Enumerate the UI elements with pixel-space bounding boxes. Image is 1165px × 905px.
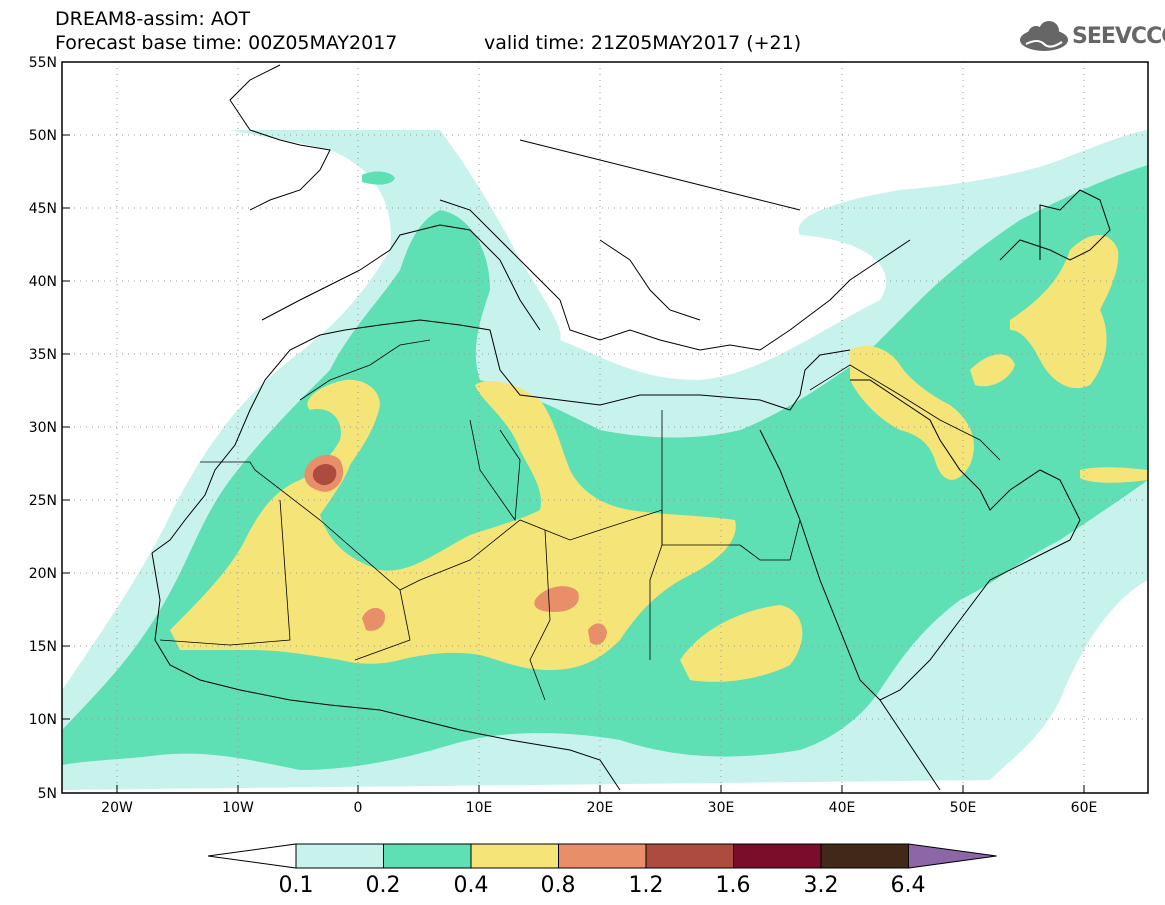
lon-label: 0 bbox=[354, 800, 363, 816]
logo-text: SEEVCCC bbox=[1072, 24, 1165, 49]
aot-band-0.4 bbox=[170, 235, 1148, 682]
lat-label: 50N bbox=[29, 128, 57, 144]
colorbar-label: 0.4 bbox=[454, 873, 489, 898]
colorbar-labels: 0.1 0.2 0.4 0.8 1.2 1.6 3.2 6.4 bbox=[279, 873, 926, 898]
lat-label: 35N bbox=[29, 347, 57, 363]
colorbar-swatch bbox=[558, 843, 647, 869]
colorbar-swatch bbox=[645, 843, 734, 869]
colorbar-label: 1.2 bbox=[629, 873, 664, 898]
colorbar-swatches bbox=[295, 843, 997, 869]
lon-label: 50E bbox=[950, 800, 977, 816]
lon-label: 10E bbox=[466, 800, 493, 816]
colorbar-swatch bbox=[820, 843, 909, 869]
aot-band-1.2 bbox=[312, 464, 337, 486]
country-borders bbox=[159, 339, 1001, 701]
aot-contours bbox=[62, 130, 1148, 790]
lat-label: 20N bbox=[29, 566, 57, 582]
seevccc-logo: SEEVCCC bbox=[1016, 20, 1165, 60]
lat-label: 40N bbox=[29, 274, 57, 290]
lon-label: 60E bbox=[1071, 800, 1098, 816]
colorbar-swatch bbox=[295, 843, 384, 869]
lon-label: 30E bbox=[708, 800, 735, 816]
lon-label: 40E bbox=[829, 800, 856, 816]
colorbar-swatch bbox=[383, 843, 472, 869]
colorbar-label: 0.2 bbox=[366, 873, 401, 898]
lat-label: 30N bbox=[29, 420, 57, 436]
colorbar-label: 0.8 bbox=[541, 873, 576, 898]
colorbar-label: 6.4 bbox=[891, 873, 926, 898]
colorbar-swatch bbox=[470, 843, 559, 869]
latitude-labels: 55N 50N 45N 40N 35N 30N 25N 20N 15N 10N … bbox=[29, 55, 57, 802]
colorbar-label: 1.6 bbox=[716, 873, 751, 898]
colorbar-swatch bbox=[733, 843, 822, 869]
lat-label: 5N bbox=[38, 786, 57, 802]
longitude-labels: 20W 10W 0 10E 20E 30E 40E 50E 60E bbox=[101, 800, 1097, 816]
lat-label: 55N bbox=[29, 55, 57, 71]
lat-label: 25N bbox=[29, 493, 57, 509]
valid-time: valid time: 21Z05MAY2017 (+21) bbox=[484, 32, 802, 54]
cloud-logo-icon bbox=[1020, 21, 1068, 51]
colorbar-over-arrow bbox=[908, 843, 997, 869]
forecast-base-time: Forecast base time: 00Z05MAY2017 bbox=[55, 32, 398, 54]
lat-label: 10N bbox=[29, 712, 57, 728]
lon-label: 10W bbox=[222, 800, 254, 816]
lon-label: 20E bbox=[587, 800, 614, 816]
axis-ticks bbox=[62, 61, 1085, 793]
lat-label: 15N bbox=[29, 639, 57, 655]
coastlines bbox=[151, 64, 1111, 791]
lon-label: 20W bbox=[101, 800, 133, 816]
lat-label: 45N bbox=[29, 201, 57, 217]
colorbar-under-arrow bbox=[207, 843, 297, 869]
map-title: DREAM8-assim: AOT bbox=[55, 8, 251, 30]
colorbar-label: 3.2 bbox=[804, 873, 839, 898]
colorbar-label: 0.1 bbox=[279, 873, 314, 898]
